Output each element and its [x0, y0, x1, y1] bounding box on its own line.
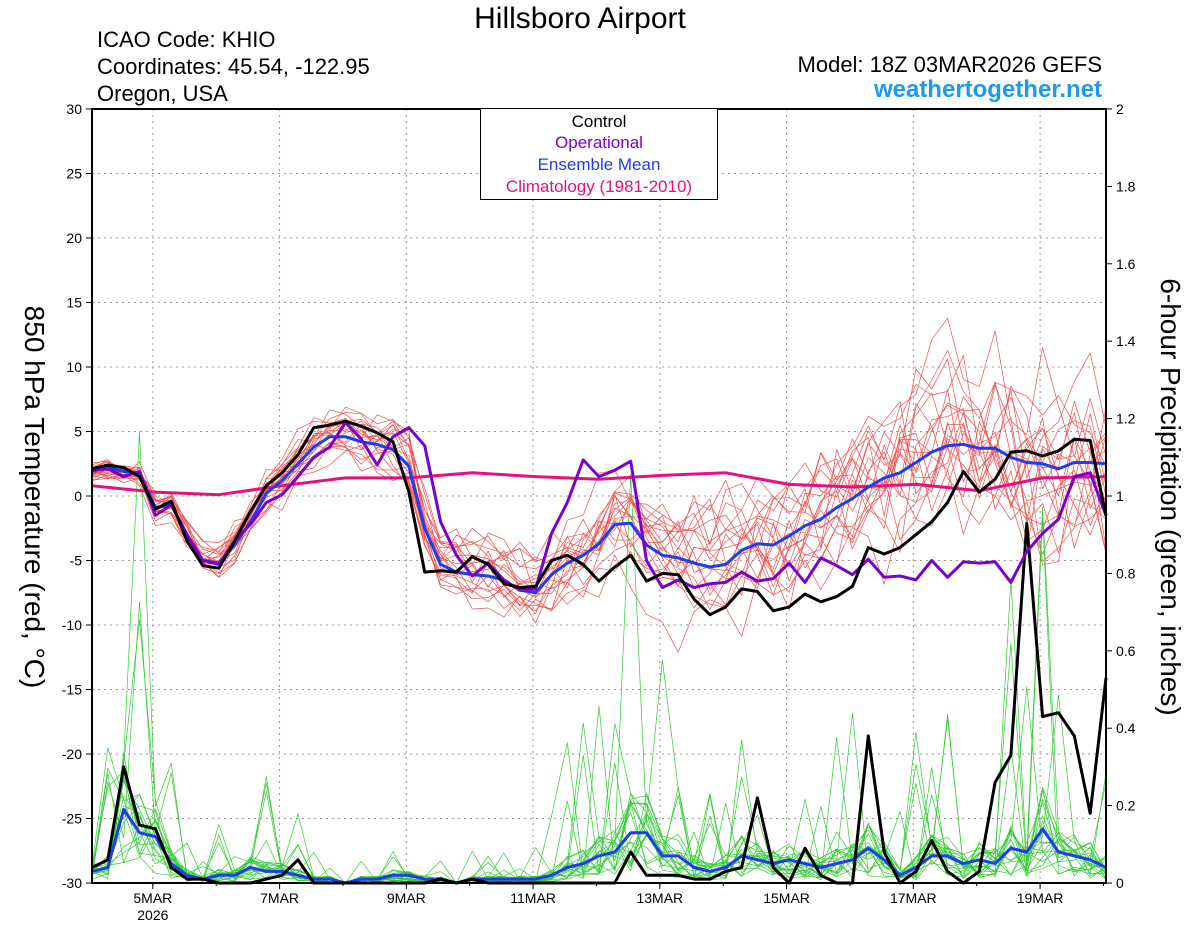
- precip-control-line: [91, 521, 1108, 885]
- precip-member-line: [91, 619, 1107, 884]
- temperature-members: [91, 317, 1107, 653]
- precip-member-line: [91, 578, 1107, 884]
- x-tick-label: 9MAR: [387, 890, 426, 906]
- y-tick-label-left: 25: [66, 166, 82, 182]
- y-axis-right-label: 6-hour Precipitation (green, inches): [1155, 278, 1186, 716]
- temperature-member-line: [91, 414, 1107, 589]
- temperature-member-line: [91, 385, 1107, 611]
- legend-operational: Operational: [555, 133, 643, 152]
- precip-member-line: [91, 805, 1107, 884]
- precip-member-line: [91, 747, 1107, 884]
- temperature-member-line: [91, 352, 1107, 611]
- precip-members: [91, 431, 1107, 884]
- precip-member-line: [91, 659, 1107, 884]
- y-tick-label-left: -5: [70, 553, 83, 569]
- precip-member-line: [91, 506, 1107, 884]
- y-tick-label-right: 0: [1116, 875, 1124, 891]
- y-tick-label-right: 0.6: [1116, 643, 1136, 659]
- y-tick-label-left: -25: [62, 811, 82, 827]
- x-tick-label: 5MAR: [133, 890, 172, 906]
- y-tick-label-right: 1: [1116, 488, 1124, 504]
- y-axis-left-label: 850 hPa Temperature (red, °C): [19, 305, 50, 689]
- precip-member-line: [91, 742, 1107, 884]
- y-tick-label-left: -20: [62, 746, 82, 762]
- y-tick-label-left: -15: [62, 682, 82, 698]
- temperature-member-line: [91, 417, 1107, 617]
- y-tick-label-right: 1.4: [1116, 333, 1136, 349]
- y-tick-label-left: 20: [66, 230, 82, 246]
- y-tick-label-left: 0: [74, 488, 82, 504]
- temperature-member-line: [91, 420, 1107, 606]
- temperature-control-line: [91, 419, 1108, 617]
- temperature-member-line: [91, 402, 1107, 592]
- y-tick-label-left: 15: [66, 295, 82, 311]
- icao-code-label: ICAO Code: KHIO: [97, 27, 276, 52]
- temperature-ensemble-mean-line: [91, 435, 1107, 595]
- y-tick-label-left: -30: [62, 875, 82, 891]
- precip-member-line: [91, 431, 1107, 884]
- y-axis-right: 2 1.8 1.6 1.4 1.2 1 0.8 0.6 0.4 0.2 0: [1106, 101, 1136, 891]
- y-tick-label-right: 0.4: [1116, 720, 1136, 736]
- x-tick-label: 17MAR: [890, 890, 937, 906]
- coordinates-label: Coordinates: 45.54, -122.95: [97, 54, 370, 79]
- y-tick-label-left: 5: [74, 424, 82, 440]
- chart-title: Hillsboro Airport: [474, 2, 686, 35]
- precip-ensemble-mean-line: [91, 808, 1107, 885]
- x-tick-label: 7MAR: [260, 890, 299, 906]
- y-tick-label-left: 30: [66, 101, 82, 117]
- y-tick-label-right: 1.2: [1116, 411, 1136, 427]
- x-tick-label: 19MAR: [1017, 890, 1064, 906]
- legend: Control Operational Ensemble Mean Climat…: [480, 108, 718, 200]
- precip-member-line: [91, 642, 1107, 884]
- y-tick-label-right: 1.8: [1116, 178, 1136, 194]
- region-label: Oregon, USA: [97, 81, 228, 106]
- y-tick-label-right: 2: [1116, 101, 1124, 117]
- legend-ensemble-mean: Ensemble Mean: [537, 155, 661, 174]
- precip-member-line: [91, 768, 1107, 884]
- precip-member-line: [91, 601, 1107, 884]
- model-label: Model: 18Z 03MAR2026 GEFS: [797, 52, 1102, 77]
- y-tick-label-right: 0.8: [1116, 565, 1136, 581]
- x-tick-label: 15MAR: [763, 890, 810, 906]
- y-tick-label-right: 1.6: [1116, 256, 1136, 272]
- temperature-member-line: [91, 381, 1107, 596]
- x-tick-sublabel: 2026: [137, 907, 168, 923]
- x-tick-label: 11MAR: [510, 890, 556, 906]
- site-link[interactable]: weathertogether.net: [873, 76, 1102, 103]
- y-tick-label-right: 0.2: [1116, 798, 1136, 814]
- precip-member-line: [91, 718, 1107, 884]
- x-tick-label: 13MAR: [636, 890, 683, 906]
- climatology-line: [91, 471, 1107, 497]
- temperature-member-line: [91, 388, 1107, 587]
- legend-climatology: Climatology (1981-2010): [505, 177, 693, 196]
- y-tick-label-left: 10: [66, 359, 82, 375]
- y-axis-left: 30 25 20 15 10 5 0 -5 -10 -15 -20 -25 -30: [62, 101, 92, 891]
- legend-control: Control: [571, 112, 627, 131]
- temperature-operational-line: [91, 421, 1108, 592]
- y-tick-label-left: -10: [62, 617, 82, 633]
